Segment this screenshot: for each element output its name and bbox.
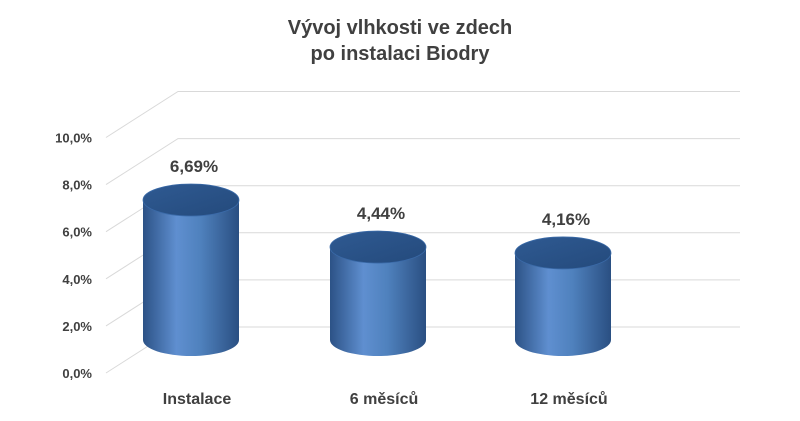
data-label: 4,16% <box>542 210 590 229</box>
y-tick-label: 10,0% <box>55 131 92 146</box>
chart-title-line-1: Vývoj vlhkosti ve zdech <box>288 17 513 39</box>
chart-title: Vývoj vlhkosti ve zdech po instalaci Bio… <box>288 17 513 65</box>
bars <box>142 183 612 356</box>
bar <box>329 230 427 356</box>
bar <box>514 236 612 356</box>
gridline <box>105 91 740 138</box>
category-label: 12 měsíců <box>530 391 607 408</box>
bar-top <box>514 236 612 270</box>
bar <box>142 183 240 356</box>
data-label: 6,69% <box>170 157 218 176</box>
bar-top <box>142 183 240 217</box>
y-tick-label: 0,0% <box>62 366 92 381</box>
y-axis-tick-labels: 0,0% 2,0% 4,0% 6,0% 8,0% 10,0% <box>55 131 92 382</box>
chart-title-line-2: po instalaci Biodry <box>311 43 491 65</box>
y-tick-label: 6,0% <box>62 225 92 240</box>
data-label: 4,44% <box>357 204 405 223</box>
category-label: 6 měsíců <box>350 391 418 408</box>
category-labels: Instalace 6 měsíců 12 měsíců <box>163 391 608 408</box>
y-tick-label: 8,0% <box>62 178 92 193</box>
bar-body <box>143 200 239 356</box>
data-labels: 6,69% 4,44% 4,16% <box>170 157 590 229</box>
y-tick-label: 4,0% <box>62 272 92 287</box>
bar-top <box>329 230 427 264</box>
category-label: Instalace <box>163 391 232 408</box>
bar-body <box>515 252 611 356</box>
bar-body <box>330 247 426 356</box>
gridline <box>105 138 740 186</box>
y-tick-label: 2,0% <box>62 319 92 334</box>
